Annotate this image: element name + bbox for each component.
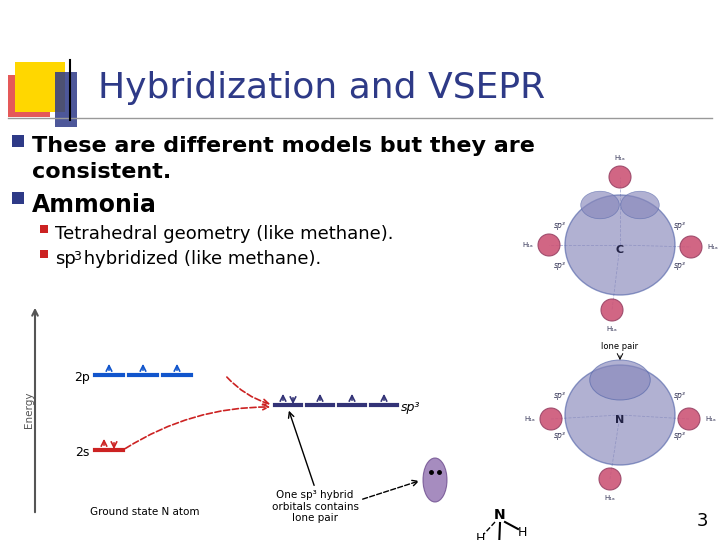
Text: H₁ₐ: H₁ₐ xyxy=(524,416,535,422)
Text: One sp³ hybrid
orbitals contains
lone pair: One sp³ hybrid orbitals contains lone pa… xyxy=(271,490,359,523)
Text: sp³: sp³ xyxy=(401,402,420,415)
Ellipse shape xyxy=(565,365,675,465)
Ellipse shape xyxy=(621,191,660,219)
Text: sp³: sp³ xyxy=(674,260,686,269)
Text: consistent.: consistent. xyxy=(32,162,171,182)
Text: sp³: sp³ xyxy=(554,390,566,400)
Text: lone pair: lone pair xyxy=(601,342,639,351)
Text: sp³: sp³ xyxy=(554,260,566,269)
Ellipse shape xyxy=(609,166,631,188)
Text: 3: 3 xyxy=(73,250,81,263)
Text: hybridized (like methane).: hybridized (like methane). xyxy=(78,250,321,268)
Text: H₁ₐ: H₁ₐ xyxy=(605,495,616,501)
Text: H₁ₐ: H₁ₐ xyxy=(607,326,617,332)
Ellipse shape xyxy=(423,458,447,502)
Text: sp³: sp³ xyxy=(674,390,686,400)
Bar xyxy=(40,225,48,233)
Text: H: H xyxy=(475,531,485,540)
Text: Ammonia: Ammonia xyxy=(32,193,157,217)
Text: C: C xyxy=(616,245,624,255)
Text: Tetrahedral geometry (like methane).: Tetrahedral geometry (like methane). xyxy=(55,225,394,243)
Text: H: H xyxy=(517,525,527,538)
Bar xyxy=(40,250,48,258)
Text: 2s: 2s xyxy=(76,447,90,460)
Text: Hybridization and VSEPR: Hybridization and VSEPR xyxy=(98,71,545,105)
Text: sp: sp xyxy=(55,250,76,268)
Text: 3: 3 xyxy=(696,512,708,530)
Ellipse shape xyxy=(538,234,560,256)
Bar xyxy=(15,62,65,112)
Text: sp³: sp³ xyxy=(554,220,566,230)
Text: H₁ₐ: H₁ₐ xyxy=(707,244,718,250)
Ellipse shape xyxy=(678,408,700,430)
Text: These are different models but they are: These are different models but they are xyxy=(32,136,535,156)
Text: H₁ₐ: H₁ₐ xyxy=(615,155,626,161)
Bar xyxy=(8,75,50,117)
Text: sp³: sp³ xyxy=(674,220,686,230)
Text: sp³: sp³ xyxy=(554,430,566,440)
Text: H₁ₐ: H₁ₐ xyxy=(705,416,716,422)
Ellipse shape xyxy=(540,408,562,430)
Ellipse shape xyxy=(581,191,619,219)
Ellipse shape xyxy=(599,468,621,490)
Ellipse shape xyxy=(680,236,702,258)
Text: 2p: 2p xyxy=(74,372,90,384)
Bar xyxy=(55,72,77,127)
Ellipse shape xyxy=(565,195,675,295)
Text: sp³: sp³ xyxy=(674,430,686,440)
Text: Ground state N atom: Ground state N atom xyxy=(90,507,199,517)
Ellipse shape xyxy=(590,360,650,400)
Text: H₁ₐ: H₁ₐ xyxy=(522,242,533,248)
Text: N: N xyxy=(494,508,506,522)
Bar xyxy=(12,135,24,147)
Text: Energy: Energy xyxy=(24,392,34,428)
Bar xyxy=(12,192,24,204)
Text: N: N xyxy=(616,415,625,425)
Ellipse shape xyxy=(601,299,623,321)
